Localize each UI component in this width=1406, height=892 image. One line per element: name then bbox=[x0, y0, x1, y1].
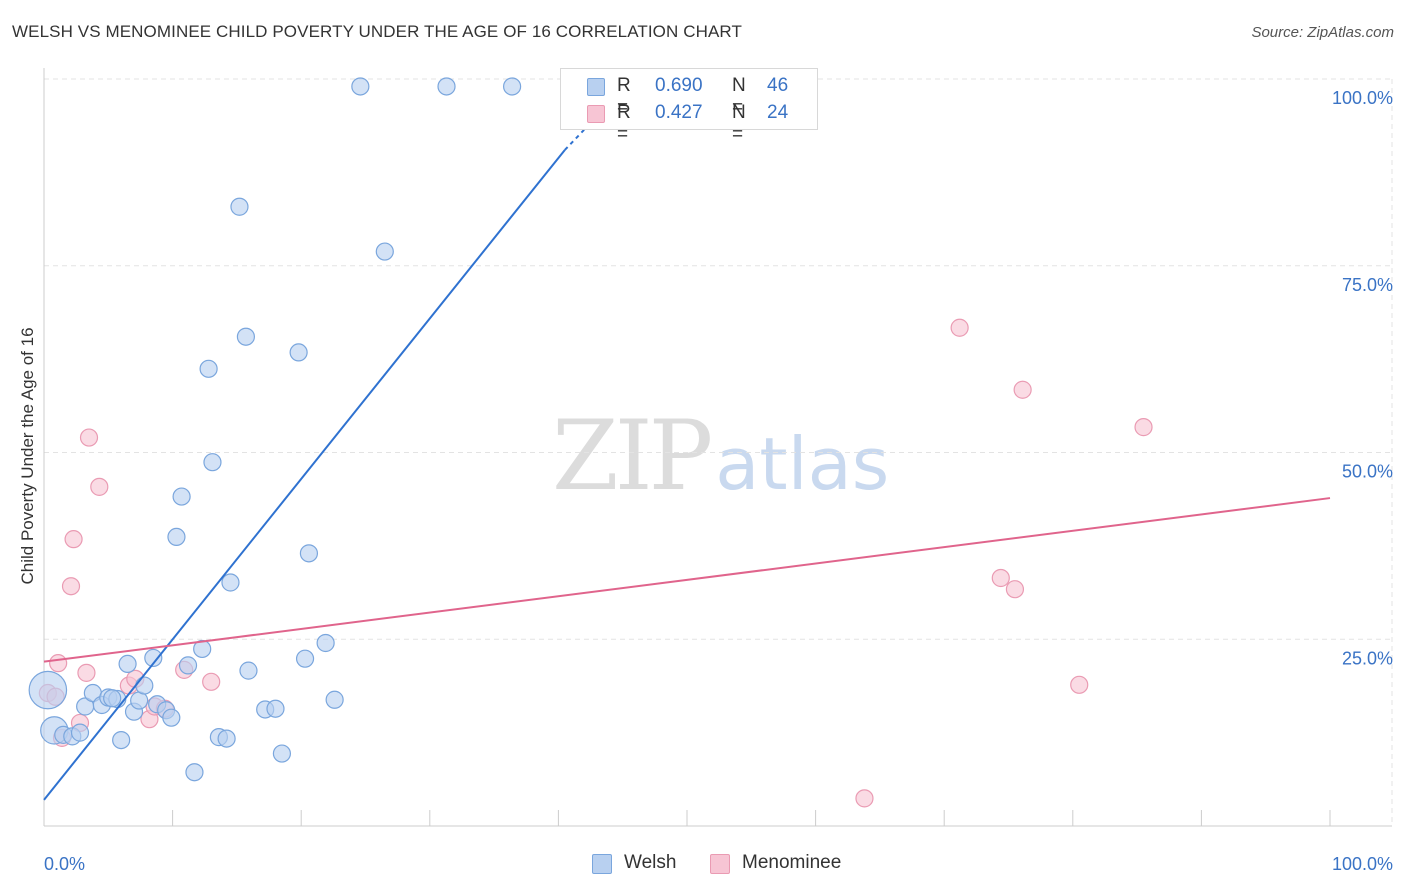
menominee-point bbox=[90, 477, 109, 496]
menominee-point bbox=[950, 318, 969, 337]
welsh-point bbox=[144, 648, 163, 668]
menominee-point bbox=[1013, 380, 1032, 399]
y-tick-label: 25.0% bbox=[1342, 648, 1393, 668]
y-tick-label: 100.0% bbox=[1332, 88, 1393, 108]
welsh-point bbox=[299, 544, 319, 563]
menominee-point bbox=[49, 654, 68, 673]
welsh-point bbox=[230, 197, 249, 216]
bottom-menominee-swatch bbox=[710, 854, 730, 874]
welsh-point bbox=[103, 689, 122, 708]
welsh-n-value: 46 bbox=[767, 75, 789, 96]
welsh-point bbox=[375, 242, 394, 261]
watermark-zip: ZIP bbox=[552, 400, 713, 512]
bottom-welsh-swatch bbox=[592, 854, 612, 874]
menominee-point bbox=[61, 577, 81, 596]
grid-lines bbox=[44, 78, 1393, 826]
menominee-series bbox=[38, 78, 1153, 808]
welsh-point bbox=[112, 730, 131, 750]
welsh-point bbox=[118, 654, 137, 674]
welsh-point bbox=[185, 763, 204, 782]
welsh-point bbox=[167, 527, 186, 547]
menominee-point bbox=[79, 428, 99, 447]
y-axis-label: Child Poverty Under the Age of 16 bbox=[18, 327, 37, 585]
welsh-trend-extension bbox=[564, 129, 585, 151]
welsh-point bbox=[266, 699, 285, 718]
welsh-point bbox=[135, 676, 154, 695]
menominee-point bbox=[77, 663, 96, 682]
welsh-point bbox=[28, 670, 68, 710]
welsh-point bbox=[178, 656, 198, 675]
tick-labels: 25.0% 50.0% 75.0% 100.0% 0.0% 100.0% bbox=[44, 88, 1393, 874]
welsh-point bbox=[239, 661, 258, 680]
welsh-n-label: N = bbox=[732, 75, 746, 118]
watermark: ZIPatlas bbox=[552, 400, 889, 512]
welsh-point bbox=[236, 327, 256, 346]
welsh-point bbox=[295, 649, 315, 668]
x-tick-label: 100.0% bbox=[1332, 854, 1393, 874]
welsh-point bbox=[162, 708, 181, 727]
welsh-point bbox=[325, 690, 344, 709]
welsh-series bbox=[28, 77, 587, 782]
watermark-atlas: atlas bbox=[715, 422, 890, 506]
welsh-r-value: 0.690 bbox=[655, 75, 703, 96]
welsh-point bbox=[503, 77, 522, 96]
menominee-point bbox=[855, 789, 874, 808]
welsh-point bbox=[351, 77, 370, 96]
welsh-point bbox=[217, 729, 236, 748]
welsh-point bbox=[437, 77, 456, 96]
menominee-n-value: 24 bbox=[767, 102, 789, 123]
menominee-trend-line bbox=[43, 497, 1331, 663]
welsh-point bbox=[172, 487, 191, 506]
menominee-point bbox=[202, 672, 221, 691]
welsh-point bbox=[203, 453, 222, 472]
welsh-point bbox=[272, 744, 292, 763]
welsh-point bbox=[193, 639, 212, 659]
menominee-point bbox=[1134, 418, 1153, 437]
welsh-point bbox=[199, 359, 218, 378]
chart-title: WELSH VS MENOMINEE CHILD POVERTY UNDER T… bbox=[12, 22, 742, 41]
y-tick-label: 50.0% bbox=[1342, 462, 1393, 482]
bottom-menominee-label: Menominee bbox=[742, 852, 842, 873]
bottom-welsh-label: Welsh bbox=[624, 852, 677, 873]
trend-lines bbox=[43, 129, 1331, 801]
menominee-n-label: N = bbox=[732, 102, 746, 145]
welsh-trend-line bbox=[43, 149, 566, 801]
welsh-point bbox=[221, 573, 240, 592]
menominee-r-value: 0.427 bbox=[655, 102, 703, 123]
source-credit: Source: ZipAtlas.com bbox=[1251, 24, 1394, 41]
menominee-point bbox=[1005, 580, 1025, 599]
welsh-r-label: R = bbox=[617, 75, 631, 118]
welsh-point bbox=[316, 633, 335, 653]
menominee-swatch bbox=[587, 105, 605, 123]
correlation-legend: R = 0.690 N = 46 R = 0.427 N = 24 bbox=[560, 68, 818, 145]
menominee-point bbox=[991, 568, 1010, 588]
welsh-point bbox=[289, 343, 308, 362]
welsh-swatch bbox=[587, 78, 605, 96]
axes bbox=[43, 68, 1392, 827]
menominee-point bbox=[1070, 675, 1089, 694]
menominee-r-label: R = bbox=[617, 102, 631, 145]
y-tick-label: 75.0% bbox=[1342, 275, 1393, 295]
x-tick-label: 0.0% bbox=[44, 854, 85, 874]
welsh-point bbox=[70, 723, 90, 742]
menominee-point bbox=[64, 530, 83, 549]
